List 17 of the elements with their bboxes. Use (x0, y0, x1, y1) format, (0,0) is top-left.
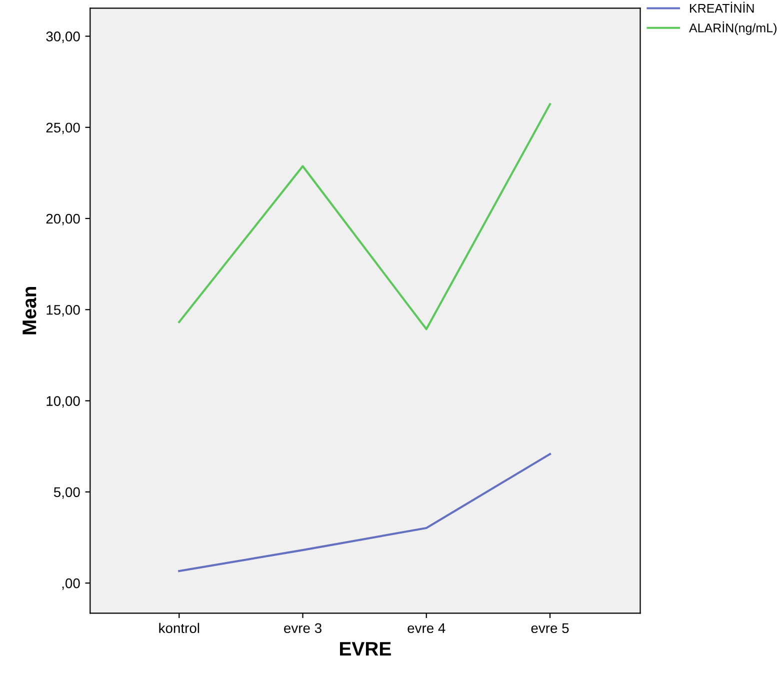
x-tick-label: evre 3 (284, 623, 322, 634)
x-tick-label: evre 5 (531, 623, 569, 634)
y-tick-label: 5,00 (54, 487, 80, 499)
y-tick-label: 25,00 (46, 122, 80, 134)
x-tick-label: kontrol (159, 622, 200, 634)
line-series (178, 103, 552, 330)
y-axis-title: Mean (22, 286, 36, 334)
legend-label: ALARİN(ng/mL) (689, 21, 776, 35)
legend-label: KREATİNİN (690, 2, 754, 13)
y-tick-label: 30,00 (46, 32, 80, 44)
y-tick-label: 15,00 (46, 304, 80, 316)
y-tick-label: 20,00 (46, 214, 80, 226)
line-series (178, 452, 552, 572)
x-tick-label: evre 4 (408, 623, 446, 634)
y-tick-label: ,00 (62, 578, 80, 590)
y-tick-label: 10,00 (46, 396, 80, 408)
x-axis-title: EVRE (340, 642, 391, 656)
